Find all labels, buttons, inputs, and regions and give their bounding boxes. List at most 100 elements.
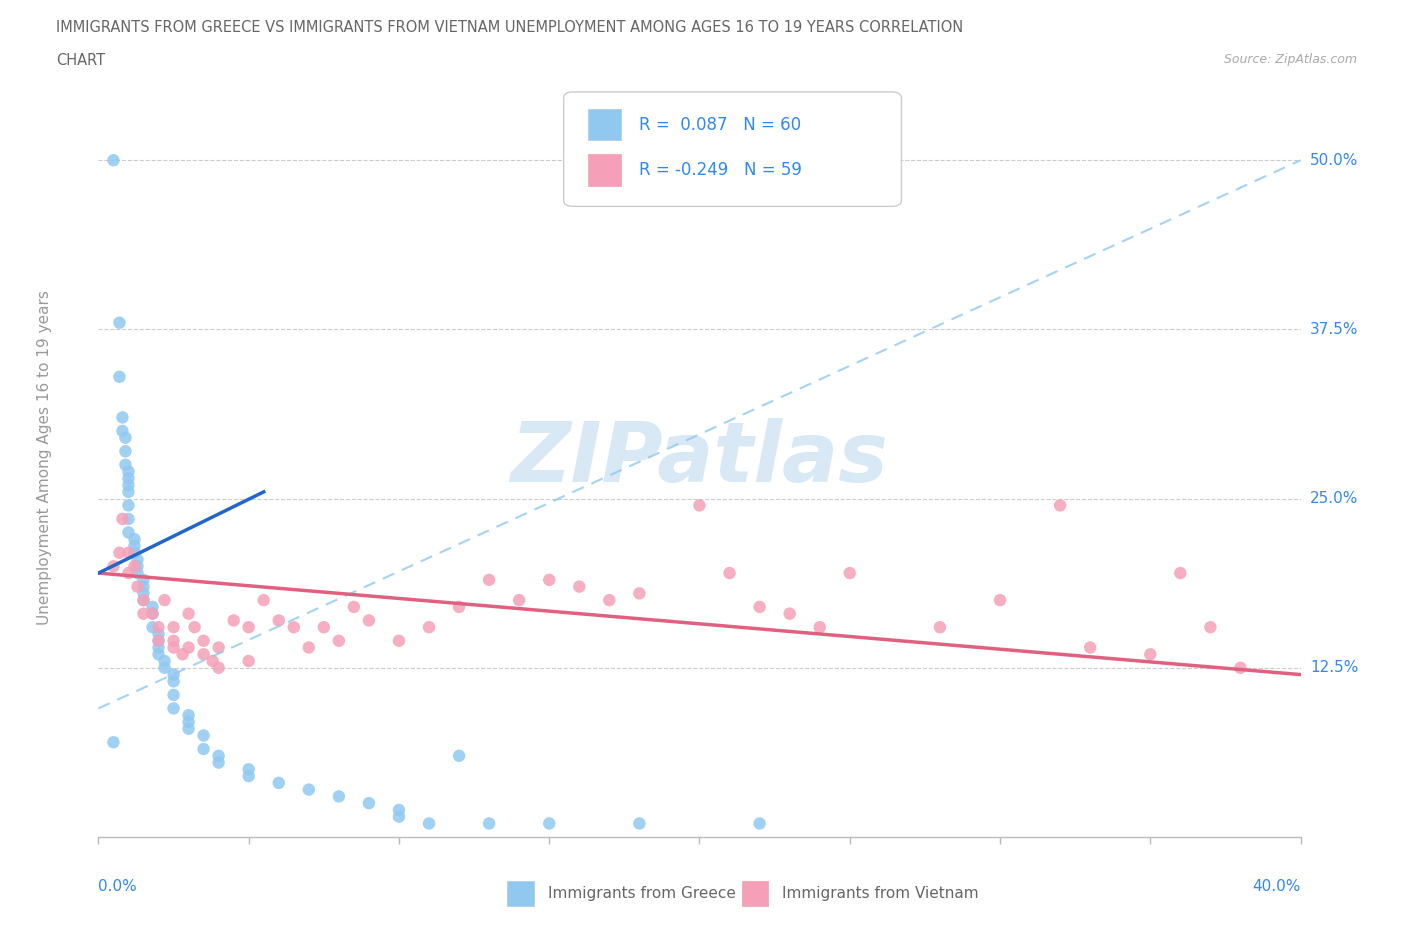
Point (328, 633, 350, 648)
Point (124, 559, 146, 574)
Point (748, 600, 770, 615)
Point (208, 640, 231, 655)
Text: Immigrants from Greece: Immigrants from Greece (548, 886, 735, 901)
Point (111, 423, 134, 438)
Point (988, 592, 1011, 607)
Point (598, 592, 620, 607)
Point (193, 647, 215, 662)
Point (478, 572, 501, 587)
Point (148, 633, 170, 648)
Point (388, 809, 411, 824)
Point (162, 687, 184, 702)
Point (929, 619, 952, 634)
Point (127, 552, 149, 567)
Point (124, 532, 146, 547)
Point (124, 545, 146, 560)
Point (153, 660, 176, 675)
Bar (588, 154, 621, 186)
Point (117, 478, 139, 493)
Point (253, 592, 276, 607)
Point (127, 559, 149, 574)
Point (108, 545, 131, 560)
Point (148, 627, 170, 642)
Point (688, 498, 710, 512)
Point (238, 769, 260, 784)
Point (388, 633, 411, 648)
Point (238, 619, 260, 634)
Point (172, 647, 194, 662)
Text: CHART: CHART (56, 53, 105, 68)
FancyBboxPatch shape (564, 92, 901, 206)
Point (328, 789, 350, 804)
Point (162, 674, 184, 689)
Point (127, 579, 149, 594)
Point (267, 776, 290, 790)
Text: R = -0.249   N = 59: R = -0.249 N = 59 (640, 161, 803, 179)
Point (141, 606, 163, 621)
Text: 37.5%: 37.5% (1310, 322, 1358, 337)
Point (148, 647, 170, 662)
Point (1078, 640, 1101, 655)
Point (117, 471, 139, 485)
Point (183, 619, 205, 634)
Point (628, 586, 651, 601)
Point (117, 545, 139, 560)
Point (153, 592, 176, 607)
Point (117, 498, 139, 512)
Point (1170, 565, 1192, 580)
Point (132, 606, 155, 621)
Point (568, 579, 591, 594)
Point (117, 464, 139, 479)
Point (267, 613, 290, 628)
Text: 25.0%: 25.0% (1310, 491, 1358, 506)
Point (177, 606, 200, 621)
Point (162, 633, 184, 648)
Point (298, 782, 321, 797)
Point (111, 512, 134, 526)
Text: Immigrants from Vietnam: Immigrants from Vietnam (782, 886, 979, 901)
Text: 0.0%: 0.0% (98, 879, 138, 894)
Point (162, 667, 184, 682)
Point (222, 613, 245, 628)
Point (283, 619, 305, 634)
Point (148, 640, 170, 655)
Text: R =  0.087   N = 60: R = 0.087 N = 60 (640, 115, 801, 134)
Text: 50.0%: 50.0% (1310, 153, 1358, 167)
Point (114, 431, 136, 445)
Point (177, 722, 200, 737)
Point (208, 755, 231, 770)
Point (628, 816, 651, 830)
Point (148, 619, 170, 634)
Point (177, 640, 200, 655)
Point (388, 803, 411, 817)
Point (141, 619, 163, 634)
Point (1139, 647, 1161, 662)
Point (148, 633, 170, 648)
Text: IMMIGRANTS FROM GREECE VS IMMIGRANTS FROM VIETNAM UNEMPLOYMENT AMONG AGES 16 TO : IMMIGRANTS FROM GREECE VS IMMIGRANTS FRO… (56, 20, 963, 35)
Text: Unemployment Among Ages 16 to 19 years: Unemployment Among Ages 16 to 19 years (37, 290, 52, 626)
Point (108, 315, 131, 330)
Point (808, 619, 831, 634)
Point (103, 735, 125, 750)
Point (162, 640, 184, 655)
Point (193, 728, 215, 743)
Point (162, 619, 184, 634)
Point (838, 565, 860, 580)
Point (132, 579, 155, 594)
Point (447, 749, 470, 764)
Point (208, 660, 231, 675)
Point (718, 565, 741, 580)
Point (1049, 498, 1071, 512)
Point (1229, 660, 1251, 675)
Point (132, 586, 155, 601)
Point (162, 701, 184, 716)
Point (177, 714, 200, 729)
Point (357, 796, 380, 811)
Point (132, 592, 155, 607)
Bar (588, 109, 621, 140)
Point (132, 592, 155, 607)
Bar (741, 882, 768, 907)
Point (193, 741, 215, 756)
Point (103, 153, 125, 167)
Point (343, 600, 366, 615)
